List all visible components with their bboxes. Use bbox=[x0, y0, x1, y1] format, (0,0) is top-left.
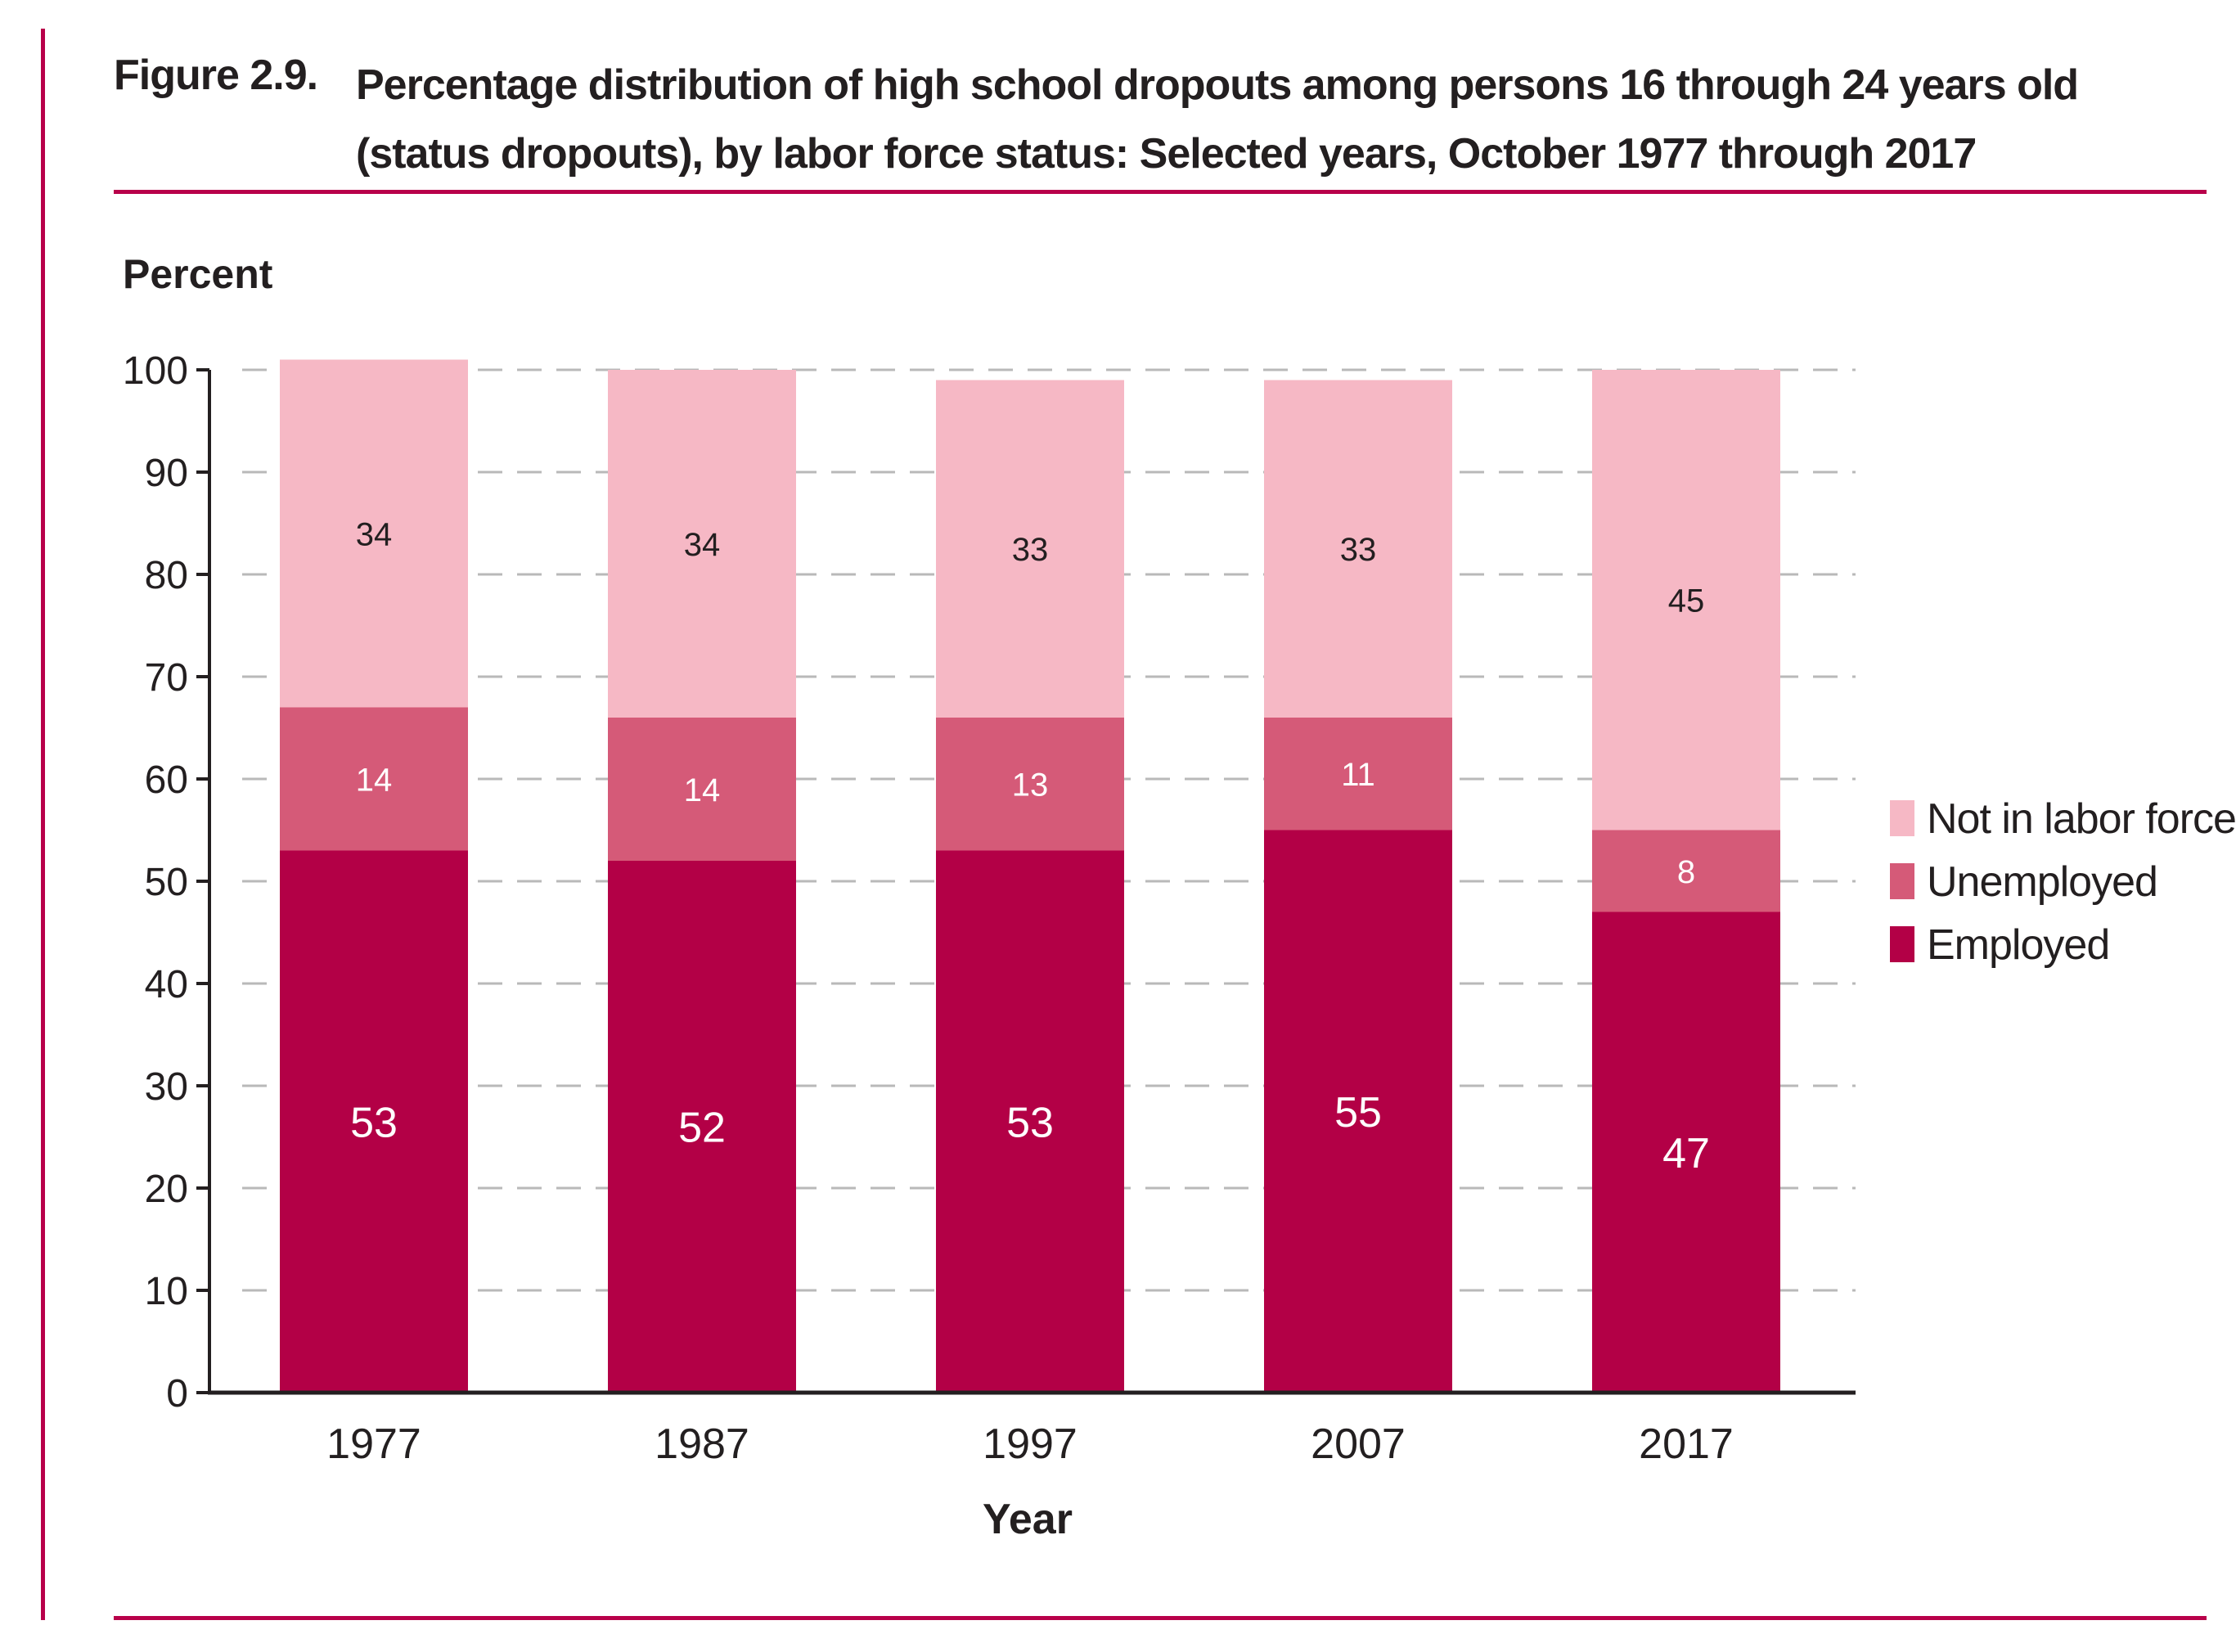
y-axis-label: Percent bbox=[123, 251, 273, 297]
data-label-not-in-labor-force: 34 bbox=[684, 527, 721, 563]
data-label-not-in-labor-force: 33 bbox=[1340, 532, 1377, 568]
figure-number: Figure 2.9. bbox=[114, 52, 318, 99]
bar-segment-employed-1997 bbox=[936, 850, 1124, 1393]
y-tick-label: 80 bbox=[145, 554, 188, 597]
y-tick-label: 100 bbox=[123, 349, 188, 393]
x-tick-label: 2007 bbox=[1311, 1420, 1406, 1468]
bar-segment-not-in-labor-force-2017 bbox=[1592, 370, 1780, 831]
bar-segment-unemployed-1997 bbox=[936, 718, 1124, 851]
legend-label: Unemployed bbox=[1927, 858, 2157, 906]
legend-swatch bbox=[1890, 863, 1914, 899]
y-tick-label: 50 bbox=[145, 861, 188, 904]
data-label-unemployed: 14 bbox=[356, 762, 393, 798]
figure-title: Percentage distribution of high school d… bbox=[356, 61, 2079, 178]
legend-swatch bbox=[1890, 926, 1914, 962]
data-label-unemployed: 11 bbox=[1341, 757, 1375, 793]
data-label-employed: 47 bbox=[1662, 1130, 1710, 1177]
data-label-employed: 53 bbox=[1006, 1099, 1054, 1146]
legend-label: Employed bbox=[1927, 921, 2109, 969]
x-tick-label: 1987 bbox=[655, 1420, 749, 1468]
x-tick-label: 1977 bbox=[326, 1420, 421, 1468]
y-tick-label: 90 bbox=[145, 452, 188, 495]
bar-segment-employed-1987 bbox=[608, 861, 796, 1393]
bar-segment-unemployed-1977 bbox=[280, 707, 468, 851]
x-tick-label: 1997 bbox=[983, 1420, 1078, 1468]
data-label-unemployed: 13 bbox=[1012, 767, 1049, 803]
bar-segment-unemployed-2007 bbox=[1264, 718, 1452, 831]
y-tick-label: 40 bbox=[145, 963, 188, 1006]
top-divider bbox=[114, 190, 2207, 194]
data-label-employed: 52 bbox=[678, 1105, 726, 1152]
y-tick-label: 30 bbox=[145, 1065, 188, 1109]
y-tick-label: 60 bbox=[145, 758, 188, 802]
bar-segment-not-in-labor-force-1977 bbox=[280, 359, 468, 708]
bar-segment-employed-2017 bbox=[1592, 912, 1780, 1393]
bar-segment-employed-2007 bbox=[1264, 830, 1452, 1393]
data-label-employed: 53 bbox=[350, 1099, 398, 1146]
bar-segment-not-in-labor-force-1987 bbox=[608, 370, 796, 718]
legend-swatch bbox=[1890, 800, 1914, 836]
x-tick-label: 2017 bbox=[1639, 1420, 1734, 1468]
y-tick-label: 0 bbox=[166, 1372, 188, 1416]
left-margin-rule bbox=[41, 29, 45, 1620]
y-tick-label: 10 bbox=[145, 1270, 188, 1313]
data-label-unemployed: 14 bbox=[684, 772, 721, 808]
bar-segment-unemployed-1987 bbox=[608, 718, 796, 861]
data-label-employed: 55 bbox=[1334, 1089, 1382, 1137]
data-label-not-in-labor-force: 34 bbox=[356, 516, 393, 552]
legend-label: Not in labor force bbox=[1927, 795, 2236, 843]
y-tick-label: 20 bbox=[145, 1168, 188, 1211]
bar-segment-not-in-labor-force-2007 bbox=[1264, 380, 1452, 718]
x-axis-label: Year bbox=[983, 1496, 1073, 1543]
bar-segment-employed-1977 bbox=[280, 850, 468, 1393]
data-label-not-in-labor-force: 45 bbox=[1668, 583, 1705, 619]
bar-segment-unemployed-2017 bbox=[1592, 830, 1780, 912]
data-label-not-in-labor-force: 33 bbox=[1012, 532, 1049, 568]
bottom-divider bbox=[114, 1616, 2207, 1620]
y-tick-label: 70 bbox=[145, 656, 188, 700]
bar-segment-not-in-labor-force-1997 bbox=[936, 380, 1124, 718]
data-label-unemployed: 8 bbox=[1677, 854, 1695, 890]
